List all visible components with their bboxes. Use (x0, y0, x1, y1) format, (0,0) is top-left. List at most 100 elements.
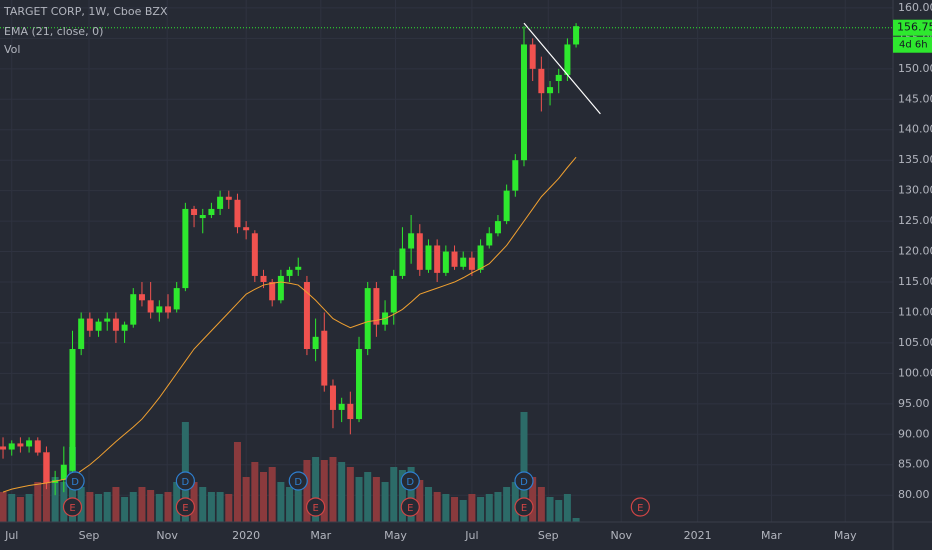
volume-bar (190, 482, 198, 522)
candle-body (364, 288, 371, 350)
candle-body (208, 208, 215, 216)
volume-bar (103, 492, 111, 522)
candle-body (130, 294, 137, 325)
volume-bar (563, 494, 571, 522)
volume-bar (503, 487, 511, 522)
y-tick-label: 85.00 (898, 458, 930, 471)
event-marker (514, 471, 534, 491)
volume-bar (225, 494, 233, 522)
volume-bar (303, 460, 311, 522)
event-label: D (182, 477, 190, 488)
ema-line (2, 156, 577, 493)
volume-bar (468, 494, 476, 522)
candle-body (43, 452, 50, 484)
volume-bar (407, 467, 415, 522)
candle-body (564, 44, 571, 75)
candle-body (416, 233, 423, 270)
candle-body (0, 446, 7, 450)
volume-bar (390, 467, 398, 522)
volume-bar (251, 462, 259, 522)
candle-body (312, 336, 319, 350)
event-label: E (69, 503, 75, 514)
event-marker (65, 471, 85, 491)
candle-body (191, 208, 198, 216)
y-tick-label: 150.00 (898, 62, 932, 75)
event-label: E (521, 503, 527, 514)
volume-bar (338, 462, 346, 522)
candle-body (8, 443, 15, 450)
candle-body (303, 282, 310, 350)
volume-bar (555, 500, 563, 522)
y-tick-label: 125.00 (898, 214, 932, 227)
candle-body (425, 245, 432, 270)
x-tick-label: Sep (79, 529, 100, 542)
candle-body (520, 44, 527, 161)
candle-body (468, 257, 475, 270)
volume-bar (164, 492, 172, 522)
indicator-label: Vol (4, 43, 20, 56)
volume-bar (86, 492, 94, 522)
y-tick-label: 160.00 (898, 1, 932, 14)
volume-bar (216, 492, 224, 522)
event-label: D (71, 477, 79, 488)
event-marker (400, 471, 420, 491)
candle-body (503, 190, 510, 222)
y-tick-label: 110.00 (898, 305, 932, 318)
chart-title: TARGET CORP, 1W, Cboe BZX (3, 5, 168, 18)
event-marker (630, 497, 650, 517)
volume-bar (320, 460, 328, 522)
event-label: E (407, 503, 413, 514)
volume-bar (416, 480, 424, 522)
event-label: D (520, 477, 528, 488)
volume-bar (398, 470, 406, 522)
volume-bar (260, 472, 268, 522)
candle-body (277, 275, 284, 301)
volume-bar (147, 490, 155, 522)
candle-body (121, 324, 128, 331)
x-tick-label: Mar (761, 529, 782, 542)
candle-body (408, 233, 415, 249)
candle-body (138, 294, 145, 301)
volume-bar (286, 487, 294, 522)
volume-bar (25, 494, 33, 522)
volume-bar (207, 492, 215, 522)
volume-bar (312, 457, 320, 522)
event-label: E (637, 503, 643, 514)
x-tick-label: May (834, 529, 857, 542)
x-tick-label: Jul (464, 529, 478, 542)
candle-body (165, 306, 172, 313)
candle-body (60, 464, 67, 480)
candle-body (260, 275, 267, 283)
candle-body (286, 269, 293, 276)
trend-line (523, 22, 601, 115)
candle-body (338, 403, 345, 410)
event-label: E (312, 503, 318, 514)
candle-body (494, 221, 501, 234)
x-tick-label: Nov (611, 529, 633, 542)
candle-body (390, 275, 397, 313)
x-tick-label: May (384, 529, 407, 542)
volume-bar (60, 482, 68, 522)
y-tick-label: 135.00 (898, 153, 932, 166)
candle-body (347, 403, 354, 420)
last-price-label: 156.75 (897, 21, 932, 34)
x-tick-label: 2021 (684, 529, 712, 542)
candle-body (486, 233, 493, 246)
volume-bar (537, 487, 545, 522)
volume-bar (572, 518, 580, 522)
candle-body (69, 349, 76, 471)
volume-bar (294, 480, 302, 522)
volume-bar (494, 492, 502, 522)
event-label: D (294, 477, 302, 488)
countdown-box (893, 36, 932, 53)
candle-body (199, 215, 206, 219)
volume-bar (477, 497, 485, 522)
volume-bar (121, 497, 129, 522)
x-tick-label: Mar (310, 529, 331, 542)
candle-body (251, 233, 258, 276)
y-tick-label: 120.00 (898, 245, 932, 258)
volume-bar (173, 482, 181, 522)
candle-body (373, 288, 380, 325)
volume-bar (355, 477, 363, 522)
